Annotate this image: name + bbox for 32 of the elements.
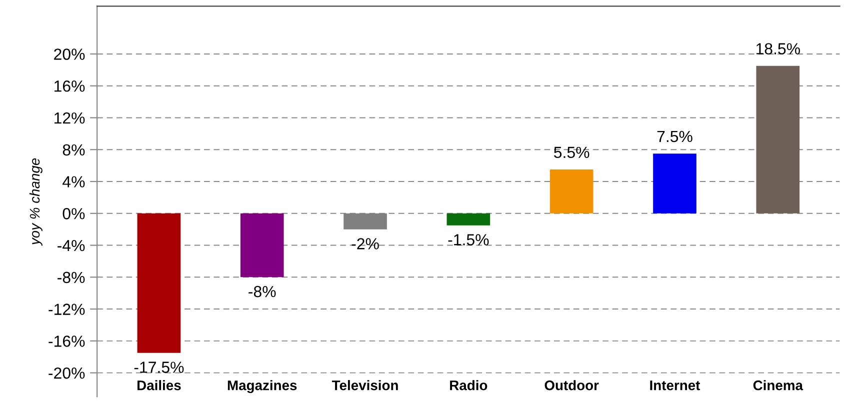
y-tick-label: 20% — [54, 48, 85, 60]
bar — [756, 66, 800, 214]
x-tick-label: Radio — [450, 380, 488, 390]
data-label: -8% — [248, 286, 276, 298]
y-tick-label: 8% — [62, 144, 85, 156]
bar — [550, 170, 594, 214]
y-tick-label: -8% — [58, 272, 85, 284]
x-tick-label: Magazines — [228, 380, 297, 394]
y-tick-label: -12% — [48, 304, 85, 315]
data-label: 5.5% — [554, 146, 590, 158]
x-tick-label: Dailies — [137, 380, 181, 390]
data-label: 18.5% — [756, 43, 800, 54]
y-tick-label: -4% — [58, 240, 85, 252]
y-tick-label: 4% — [62, 176, 85, 188]
bar — [240, 213, 284, 278]
y-axis-title: yoy % change — [29, 158, 42, 246]
y-tick-label: 16% — [54, 80, 85, 92]
bar — [653, 154, 696, 214]
data-label: -1.5% — [448, 234, 489, 246]
bar — [137, 213, 181, 353]
bar — [446, 213, 490, 226]
x-tick-label: Outdoor — [544, 380, 599, 390]
data-label: -2% — [352, 238, 379, 250]
data-label: -17.5% — [134, 362, 184, 373]
y-tick-label: -20% — [48, 367, 85, 379]
data-label: 7.5% — [657, 130, 692, 142]
y-tick-label: 12% — [54, 112, 85, 124]
x-tick-label: Television — [332, 380, 398, 390]
y-tick-label: -16% — [48, 336, 85, 347]
x-tick-label: Cinema — [753, 380, 804, 390]
y-tick-label: 0% — [62, 208, 85, 220]
x-tick-label: Internet — [650, 380, 700, 390]
